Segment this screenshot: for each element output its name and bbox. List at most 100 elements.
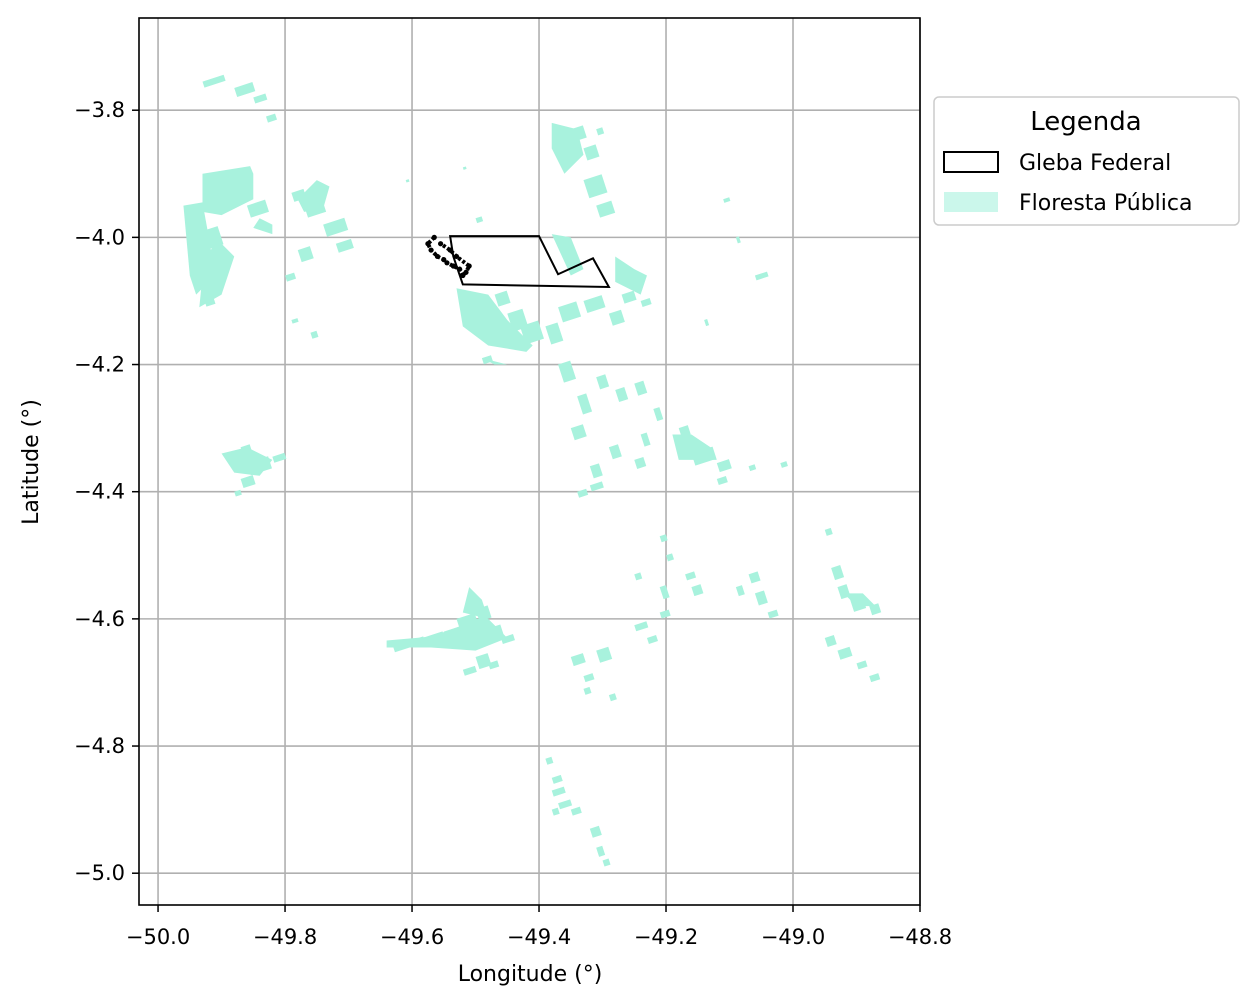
forest-patch: [589, 463, 603, 479]
forest-patch: [558, 301, 582, 323]
axes-frame: [138, 17, 921, 906]
forest-patch: [323, 217, 349, 237]
y-tick-label: −3.8: [74, 98, 125, 122]
forest-patch: [265, 113, 278, 123]
forest-patch: [837, 584, 851, 600]
forest-patch: [691, 446, 717, 466]
forest-patch: [869, 603, 882, 616]
forest-patch: [240, 475, 256, 489]
forest-patch: [634, 456, 647, 469]
forest-polygon: [481, 358, 508, 365]
gleba-federal-vertex: [466, 263, 472, 269]
forest-patch: [754, 590, 768, 606]
x-tick-label: −49.8: [253, 925, 317, 949]
forest-patch: [564, 144, 581, 161]
forest-patch: [646, 635, 658, 644]
forest-patch: [462, 665, 477, 676]
gleba-federal-layer: [425, 234, 611, 288]
forest-patch: [475, 653, 492, 670]
forest-patch: [481, 355, 493, 365]
forest-patch: [596, 374, 610, 390]
forest-patch: [570, 125, 587, 142]
forest-polygon: [551, 234, 584, 276]
forest-patch: [678, 425, 691, 438]
forest-patch: [291, 318, 299, 324]
forest-patch: [634, 380, 648, 396]
forest-patch: [462, 166, 467, 170]
forest-patch: [596, 127, 605, 136]
y-tick-label: −5.0: [74, 861, 125, 885]
forest-patch: [716, 459, 732, 473]
forest-patch: [583, 686, 592, 695]
gleba-federal-vertex: [434, 253, 441, 260]
x-tick-label: −50.0: [126, 925, 190, 949]
forest-patch: [666, 553, 675, 562]
forest-patch: [583, 295, 606, 314]
legend-title: Legenda: [1030, 107, 1141, 137]
forest-patch: [621, 290, 637, 304]
forest-patch: [570, 653, 586, 667]
forest-patch: [659, 534, 668, 543]
forest-patch: [634, 621, 649, 632]
forest-patch: [558, 360, 577, 383]
forest-patch: [685, 571, 697, 581]
forest-patch: [596, 200, 616, 218]
forest-patch: [272, 452, 287, 463]
y-tick-label: −4.6: [74, 607, 125, 631]
forest-polygon: [199, 237, 235, 308]
forest-patch: [418, 631, 445, 646]
forest-patch: [704, 319, 710, 327]
forest-patch: [748, 464, 757, 472]
forest-patch: [716, 476, 728, 486]
grid-lines: [139, 18, 921, 905]
forest-patch: [240, 444, 252, 454]
gleba-federal-vertex: [444, 260, 450, 266]
gleba-federal-vertex: [438, 241, 444, 247]
forest-patch: [202, 226, 224, 250]
forest-patch: [196, 258, 217, 287]
forest-patch: [488, 624, 505, 641]
gleba-federal-vertex: [453, 253, 460, 260]
legend-label-floresta-publica: Floresta Pública: [1019, 191, 1192, 216]
floresta-publica-layer: [183, 74, 882, 867]
forest-patch: [596, 845, 606, 857]
forest-patch: [227, 177, 252, 202]
forest-patch: [545, 756, 554, 765]
forest-patch: [596, 646, 613, 663]
forest-patch: [500, 634, 515, 644]
forest-patch: [335, 238, 354, 253]
gleba-federal-vertex: [463, 269, 469, 275]
forest-patch: [405, 179, 410, 183]
gleba-federal-vertex: [431, 234, 437, 240]
forest-polygon: [202, 166, 254, 216]
x-tick-label: −49.6: [380, 925, 444, 949]
forest-patch: [246, 456, 273, 476]
forest-patch: [824, 527, 833, 536]
y-tick-label: −4.2: [74, 353, 125, 377]
gleba-federal-vertex: [425, 241, 431, 247]
forest-patch: [475, 216, 484, 224]
forest-patch: [723, 197, 731, 203]
forest-patch: [856, 660, 868, 670]
forest-patch: [297, 246, 314, 263]
forest-patch: [589, 825, 602, 838]
legend-box: [933, 96, 1240, 226]
forest-patch: [831, 565, 845, 581]
forest-patch: [253, 93, 268, 104]
forest-patch: [551, 807, 560, 816]
y-tick-label: −4.0: [74, 225, 125, 249]
forest-patch: [691, 584, 704, 597]
forest-patch: [291, 188, 307, 202]
forest-patch: [583, 144, 600, 161]
legend-label-gleba-federal: Gleba Federal: [1019, 151, 1171, 176]
forest-patch: [640, 298, 652, 307]
forest-patch: [608, 693, 617, 702]
forest-polygon: [253, 218, 273, 235]
x-tick-label: −49.4: [507, 925, 571, 949]
gleba-federal-vertex: [441, 257, 447, 263]
y-axis: −3.8 −4.0 −4.2 −4.4 −4.6 −4.8 −5.0: [74, 98, 139, 885]
x-tick-label: −49.2: [634, 925, 698, 949]
forest-patch: [748, 571, 761, 584]
gleba-federal-vertex: [460, 272, 466, 279]
